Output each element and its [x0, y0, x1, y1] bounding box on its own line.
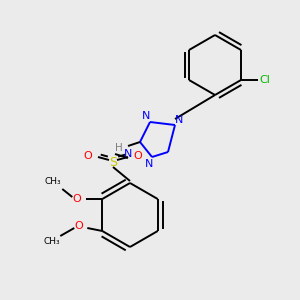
Text: N: N: [142, 111, 150, 121]
Text: N: N: [145, 159, 153, 169]
Text: H: H: [115, 143, 123, 153]
Text: O: O: [134, 151, 142, 161]
Text: N: N: [175, 115, 183, 125]
Text: CH₃: CH₃: [44, 236, 61, 245]
Text: Cl: Cl: [260, 75, 270, 85]
Text: S: S: [109, 155, 117, 169]
Text: O: O: [84, 151, 92, 161]
Text: N: N: [124, 149, 132, 159]
Text: O: O: [72, 194, 81, 204]
Text: O: O: [74, 221, 83, 231]
Text: CH₃: CH₃: [45, 178, 62, 187]
